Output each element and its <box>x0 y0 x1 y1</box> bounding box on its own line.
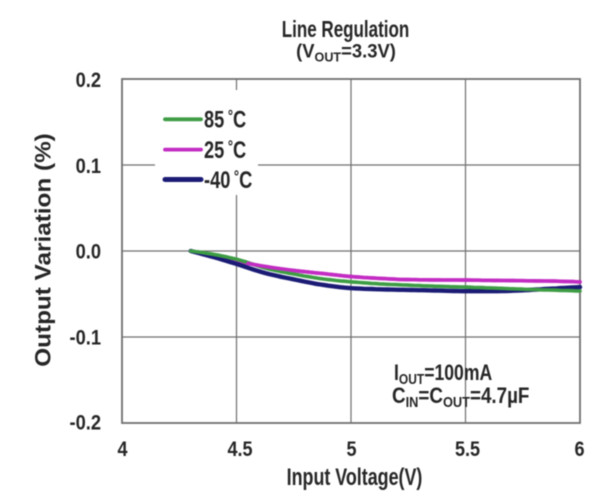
svg-text:(VOUT=3.3V): (VOUT=3.3V) <box>296 40 396 64</box>
svg-text:5: 5 <box>346 438 356 462</box>
svg-text:85 °C: 85 °C <box>204 106 246 133</box>
svg-text:-0.1: -0.1 <box>70 326 101 350</box>
svg-text:Output Variation (%): Output Variation (%) <box>31 133 56 367</box>
svg-text:Line Regulation: Line Regulation <box>282 18 410 43</box>
svg-text:6: 6 <box>574 438 584 462</box>
svg-text:4.5: 4.5 <box>227 438 252 462</box>
svg-text:IOUT=100mA: IOUT=100mA <box>394 361 492 387</box>
svg-text:0.1: 0.1 <box>76 155 101 179</box>
svg-text:0.0: 0.0 <box>76 240 101 264</box>
svg-text:5.5: 5.5 <box>455 438 480 462</box>
svg-text:4: 4 <box>117 438 127 462</box>
svg-text:-40 °C: -40 °C <box>204 167 252 194</box>
svg-text:Input Voltage(V): Input Voltage(V) <box>287 465 423 491</box>
svg-text:-0.2: -0.2 <box>70 411 101 435</box>
svg-text:0.2: 0.2 <box>76 69 101 93</box>
svg-text:CIN=COUT=4.7µF: CIN=COUT=4.7µF <box>392 384 529 411</box>
